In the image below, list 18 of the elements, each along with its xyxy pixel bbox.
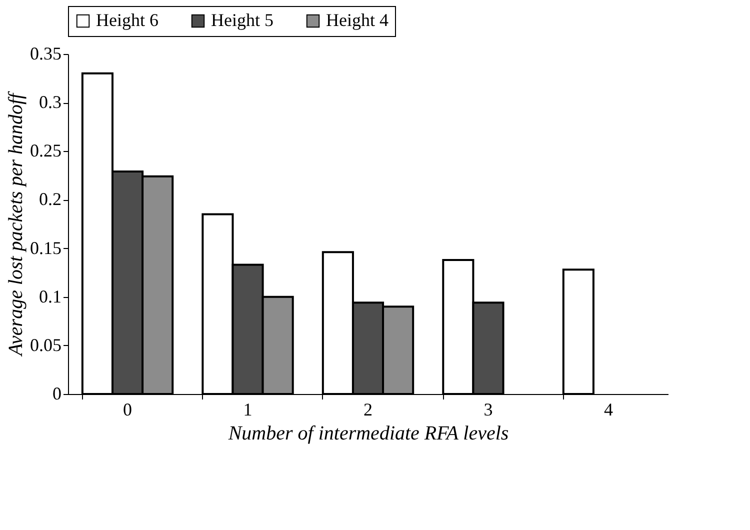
legend-label: Height 5 — [211, 10, 274, 30]
x-tick-label: 2 — [364, 400, 372, 420]
x-tick-label: 3 — [484, 400, 493, 420]
y-tick-label: 0.35 — [30, 44, 62, 64]
x-tick-label: 4 — [604, 400, 613, 420]
y-axis-title: Average lost packets per handoff — [5, 90, 27, 358]
y-tick-label: 0.05 — [30, 334, 62, 355]
x-axis-title: Number of intermediate RFA levels — [227, 422, 509, 444]
x-tick-label: 1 — [243, 400, 252, 420]
y-tick-label: 0 — [52, 384, 62, 404]
y-tick-label: 0.25 — [30, 140, 62, 161]
y-tick-label: 0.2 — [39, 189, 62, 210]
x-tick-label: 0 — [123, 400, 132, 420]
legend-label: Height 4 — [326, 10, 388, 30]
y-tick-label: 0.1 — [39, 286, 62, 306]
legend-label: Height 6 — [96, 10, 158, 30]
y-tick-label: 0.3 — [39, 92, 62, 112]
y-tick-label: 0.15 — [30, 238, 62, 258]
